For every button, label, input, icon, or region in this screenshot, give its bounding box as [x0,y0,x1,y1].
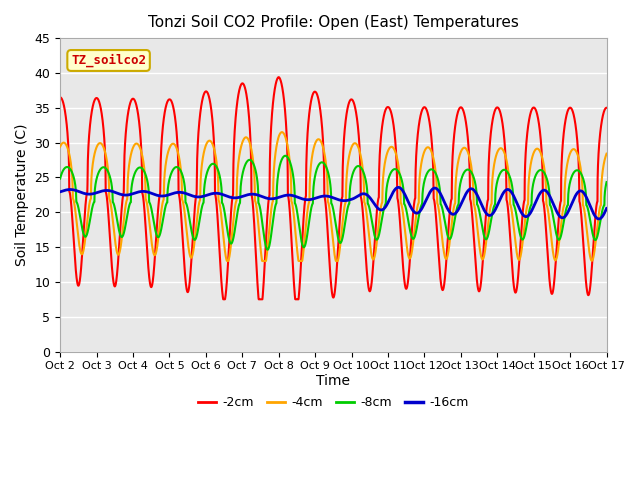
-4cm [290,212,298,217]
-8cm [290,177,298,183]
-4cm [56,144,64,150]
Text: TZ_soilco2: TZ_soilco2 [71,54,146,67]
-2cm [266,159,274,165]
Line: -16cm: -16cm [60,187,607,219]
-8cm [282,153,289,159]
-4cm [151,252,159,258]
Legend: -2cm, -4cm, -8cm, -16cm: -2cm, -4cm, -8cm, -16cm [193,391,474,414]
-8cm [534,169,541,175]
-8cm [151,225,159,231]
X-axis label: Time: Time [316,374,350,388]
Y-axis label: Soil Temperature (C): Soil Temperature (C) [15,123,29,266]
-8cm [266,240,274,246]
-16cm [603,205,611,211]
-2cm [220,297,227,302]
-16cm [266,196,273,202]
-2cm [603,105,611,111]
-4cm [593,234,600,240]
-4cm [278,129,285,135]
-16cm [118,192,126,198]
-8cm [264,247,271,252]
-4cm [223,258,231,264]
-16cm [592,215,600,220]
-2cm [118,197,126,203]
-16cm [289,193,297,199]
Line: -4cm: -4cm [60,132,607,261]
-4cm [603,151,611,156]
-8cm [118,234,126,240]
-4cm [118,229,126,235]
-16cm [394,184,402,190]
-2cm [275,74,282,80]
-8cm [603,179,611,185]
-4cm [266,220,274,226]
Title: Tonzi Soil CO2 Profile: Open (East) Temperatures: Tonzi Soil CO2 Profile: Open (East) Temp… [148,15,519,30]
-4cm [534,146,541,152]
-2cm [290,277,298,283]
-16cm [595,216,603,222]
Line: -8cm: -8cm [60,156,607,250]
-16cm [533,196,541,202]
-2cm [56,95,64,100]
-16cm [56,189,64,195]
-16cm [151,192,159,197]
-8cm [593,237,600,242]
-2cm [534,112,541,118]
-2cm [151,254,159,260]
-2cm [593,205,600,211]
Line: -2cm: -2cm [60,77,607,300]
-8cm [56,176,64,181]
